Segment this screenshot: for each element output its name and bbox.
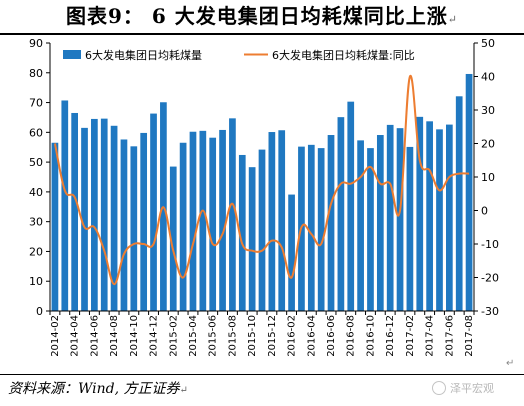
bar	[179, 142, 187, 311]
x-tick-label: 2016-08	[346, 315, 357, 357]
bar	[229, 118, 236, 312]
bar	[396, 128, 404, 311]
bar	[130, 146, 138, 311]
bar	[81, 127, 88, 311]
x-tick-label: 2014-08	[109, 315, 120, 357]
series-line-yoy	[53, 75, 470, 286]
x-tick-label: 2016-04	[306, 315, 317, 357]
bar	[416, 116, 424, 311]
x-tick-label: 2017-06	[444, 315, 455, 357]
legend-label-line: 6大发电集团日均耗煤量:同比	[272, 48, 415, 62]
x-tick-label: 2015-02	[168, 315, 179, 357]
y-left-tick-label: 70	[29, 97, 43, 110]
x-tick-label: 2016-02	[287, 315, 298, 357]
bar	[100, 118, 108, 311]
paragraph-mark: ↵	[506, 358, 515, 369]
y-right-tick-label: -20	[481, 272, 499, 285]
y-right-tick-label: 20	[481, 138, 495, 151]
bar	[288, 194, 295, 311]
y-left-tick-label: 60	[29, 126, 43, 139]
bar	[307, 144, 315, 311]
bar	[376, 135, 384, 311]
y-right-tick-label: -10	[481, 238, 499, 251]
bar	[71, 112, 79, 311]
x-tick-label: 2016-12	[385, 315, 396, 357]
bar	[347, 101, 355, 311]
y-right-tick-label: 0	[481, 205, 488, 218]
bar	[150, 113, 157, 311]
y-right-tick-label: 10	[481, 171, 495, 184]
y-left-tick-label: 0	[36, 305, 43, 318]
title-divider	[0, 33, 524, 35]
x-tick-label: 2017-02	[405, 315, 416, 357]
chart: 0 10 20 30 40 50 60 70 80 90 -30 -20 -10 0 10 20 30 40 50 2…	[29, 37, 499, 357]
bar	[268, 132, 276, 311]
x-tick-label: 2017-08	[464, 315, 475, 357]
y-right-tick-label: 40	[481, 71, 495, 84]
y-left-tick-label: 50	[29, 156, 43, 169]
x-tick-label: 2015-04	[188, 315, 199, 357]
bar	[455, 96, 463, 312]
bar	[110, 125, 118, 311]
wechat-icon	[432, 381, 446, 395]
bar	[189, 131, 197, 311]
x-tick-label: 2014-06	[89, 315, 100, 357]
bar	[367, 148, 374, 311]
bar	[406, 146, 414, 311]
bar	[219, 129, 226, 311]
bar	[140, 132, 148, 311]
y-left-tick-label: 10	[29, 275, 43, 288]
bar	[169, 166, 177, 311]
x-tick-label: 2016-06	[326, 315, 337, 357]
y-left-tick-label: 30	[29, 216, 43, 229]
y-right-tick-label: 50	[481, 37, 495, 50]
bar	[278, 130, 286, 311]
x-tick-label: 2014-12	[149, 315, 160, 357]
bar	[258, 149, 266, 311]
bar	[465, 73, 473, 311]
bar	[436, 129, 443, 311]
page-title: 图表9： 6 大发电集团日均耗煤同比上涨↵	[66, 4, 458, 28]
y-left-tick-label: 80	[29, 67, 43, 80]
bar	[61, 100, 69, 312]
legend-label-bar: 6大发电集团日均耗煤量	[85, 48, 202, 62]
y-left-tick-label: 20	[29, 245, 43, 258]
x-tick-label: 2015-08	[227, 315, 238, 357]
bar	[327, 135, 335, 311]
legend-swatch-bar	[63, 50, 81, 59]
source-note: 资料来源：Wind, 方正证券↵	[8, 381, 188, 397]
bar	[337, 117, 345, 311]
y-right-tick-label: -30	[481, 305, 499, 318]
watermark: 泽平宏观	[432, 380, 494, 396]
y-left-tick-label: 90	[29, 37, 43, 50]
bar	[199, 130, 207, 311]
source-divider	[0, 374, 524, 375]
bar	[317, 148, 325, 311]
bar	[386, 124, 394, 311]
bar	[209, 137, 217, 311]
bar	[445, 124, 453, 311]
x-tick-label: 2014-10	[129, 315, 140, 357]
bar	[248, 167, 256, 311]
bar	[238, 154, 246, 311]
watermark-text: 泽平宏观	[450, 382, 494, 395]
x-tick-label: 2017-04	[425, 315, 436, 357]
bar	[426, 121, 433, 311]
x-tick-label: 2016-10	[365, 315, 376, 357]
x-tick-label: 2015-06	[208, 315, 219, 357]
x-tick-label: 2015-10	[247, 315, 258, 357]
x-tick-label: 2014-04	[70, 315, 81, 357]
bar	[120, 139, 128, 311]
x-tick-label: 2015-12	[267, 315, 278, 357]
x-tick-label: 2014-02	[50, 315, 61, 357]
y-right-tick-label: 30	[481, 104, 495, 117]
bar	[51, 142, 59, 311]
bar	[357, 140, 364, 311]
bar	[91, 118, 98, 311]
y-left-tick-label: 40	[29, 186, 43, 199]
